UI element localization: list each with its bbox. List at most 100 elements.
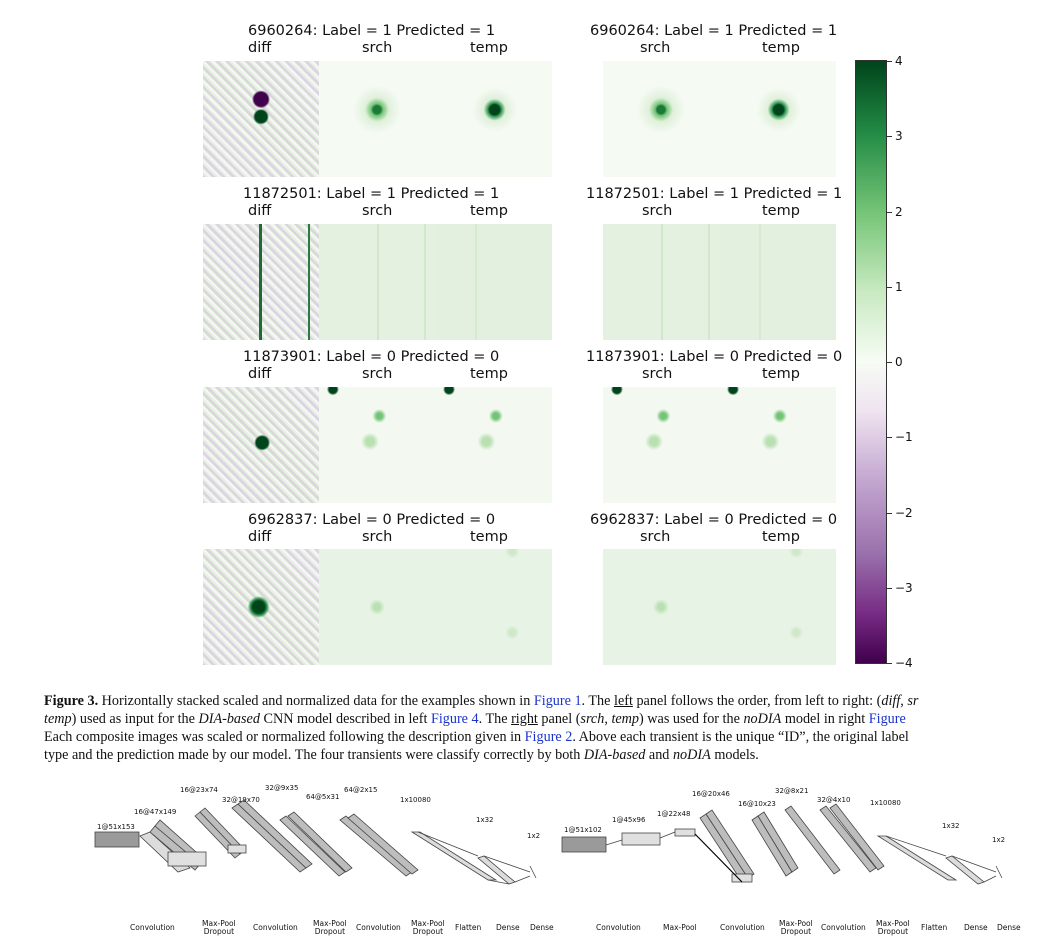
caption-line-2: temp) used as input for the DIA-based CN… bbox=[44, 711, 906, 727]
arch-dim-label: 32@8x21 bbox=[775, 787, 809, 795]
arch-layer-label: Max-Pool Dropout bbox=[779, 919, 813, 936]
arch-dim-label: 1x2 bbox=[992, 836, 1006, 844]
row4-right-srch-label: srch bbox=[640, 529, 671, 545]
colorbar-tick-label: −3 bbox=[895, 581, 913, 595]
arch-layer-label: Convolution bbox=[356, 923, 401, 932]
arch-layer-label: Dense bbox=[530, 923, 554, 932]
arch-dim-label: 1x2 bbox=[527, 832, 541, 840]
arch-dim-label: 1x32 bbox=[942, 822, 960, 830]
arch-layer-label: Dense bbox=[496, 923, 520, 932]
arch-dim-label: 64@2x15 bbox=[344, 786, 378, 794]
arch-dim-label: 16@20x46 bbox=[692, 790, 730, 798]
row2-right-temp-image bbox=[719, 224, 836, 340]
arch-layer-label: Max-Pool bbox=[663, 923, 697, 932]
row4-right-srch-image bbox=[603, 549, 719, 665]
row1-right-title: 6960264: Label = 1 Predicted = 1 bbox=[590, 23, 838, 39]
arch-dim-label: 1@51x153 bbox=[97, 823, 135, 831]
link-figure-1[interactable]: Figure 1 bbox=[533, 693, 582, 709]
arch-dim-label: 32@19x70 bbox=[222, 796, 260, 804]
row4-right-temp-image bbox=[719, 549, 836, 665]
row2-right-srch-image bbox=[603, 224, 719, 340]
row3-right-title: 11873901: Label = 0 Predicted = 0 bbox=[586, 349, 843, 365]
row2-temp-label: temp bbox=[470, 203, 508, 219]
row3-temp-label: temp bbox=[470, 366, 508, 382]
arch-dim-label: 64@5x31 bbox=[306, 793, 340, 801]
caption-line-3: Each composite images was scaled or norm… bbox=[44, 729, 909, 745]
arch-layer-label: Flatten bbox=[455, 923, 482, 932]
row3-diff-label: diff bbox=[248, 366, 272, 382]
row3-srch-label: srch bbox=[362, 366, 393, 382]
arch-layer-label: Convolution bbox=[821, 923, 866, 932]
arch-layer-label: Max-Pool Dropout bbox=[202, 919, 236, 936]
colorbar bbox=[855, 60, 887, 664]
row2-left-title: 11872501: Label = 1 Predicted = 1 bbox=[243, 186, 500, 202]
arch-layer-label: Convolution bbox=[253, 923, 298, 932]
row3-srch-image bbox=[319, 387, 435, 503]
arch-layer-label: Convolution bbox=[720, 923, 765, 932]
arch-dim-label: 1x10080 bbox=[400, 796, 431, 804]
arch-layer-label: Convolution bbox=[596, 923, 641, 932]
row3-right-temp-image bbox=[719, 387, 836, 503]
row1-srch-label: srch bbox=[362, 40, 393, 56]
row4-srch-label: srch bbox=[362, 529, 393, 545]
colorbar-tick-label: −4 bbox=[895, 656, 913, 670]
arch-layer-label: Dense bbox=[997, 923, 1021, 932]
row2-srch-image bbox=[319, 224, 435, 340]
arch-dim-label: 32@4x10 bbox=[817, 796, 851, 804]
arch-dim-label: 16@23x74 bbox=[180, 786, 218, 794]
row1-right-srch-label: srch bbox=[640, 40, 671, 56]
row2-right-title: 11872501: Label = 1 Predicted = 1 bbox=[586, 186, 843, 202]
arch-dim-label: 16@47x149 bbox=[134, 808, 177, 816]
row3-temp-image bbox=[435, 387, 552, 503]
arch-layer-label: Max-Pool Dropout bbox=[876, 919, 910, 936]
link-figure-2[interactable]: Figure 2 bbox=[524, 729, 573, 745]
row3-right-srch-image bbox=[603, 387, 719, 503]
arch-layer-label: Max-Pool Dropout bbox=[313, 919, 347, 936]
arch-dim-label: 1x10080 bbox=[870, 799, 901, 807]
row3-right-srch-label: srch bbox=[642, 366, 673, 382]
row1-temp-label: temp bbox=[470, 40, 508, 56]
colorbar-tick-label: 1 bbox=[895, 280, 903, 294]
row4-diff-label: diff bbox=[248, 529, 272, 545]
row2-right-srch-label: srch bbox=[642, 203, 673, 219]
arch-dim-label: 1@45x96 bbox=[612, 816, 646, 824]
row4-right-temp-label: temp bbox=[762, 529, 800, 545]
colorbar-tick-label: 2 bbox=[895, 205, 903, 219]
caption-line-4: type and the prediction made by our mode… bbox=[44, 747, 759, 763]
colorbar-tick-label: 0 bbox=[895, 355, 903, 369]
row2-diff-label: diff bbox=[248, 203, 272, 219]
arch-dim-label: 1@51x102 bbox=[564, 826, 602, 834]
arch-layer-label: Dense bbox=[964, 923, 988, 932]
row1-srch-image bbox=[319, 61, 435, 177]
row1-left-title: 6960264: Label = 1 Predicted = 1 bbox=[248, 23, 496, 39]
arch-dim-label: 32@9x35 bbox=[265, 784, 299, 792]
figure-caption: Figure 3. Horizontally stacked scaled an… bbox=[44, 692, 1054, 764]
arch-dim-label: 16@10x23 bbox=[738, 800, 776, 808]
arch-layer-label: Flatten bbox=[921, 923, 948, 932]
arch-layer-label: Convolution bbox=[130, 923, 175, 932]
row1-diff-label: diff bbox=[248, 40, 272, 56]
row2-srch-label: srch bbox=[362, 203, 393, 219]
colorbar-tick-label: 4 bbox=[895, 54, 903, 68]
row1-right-temp-image bbox=[719, 61, 836, 177]
row2-right-temp-label: temp bbox=[762, 203, 800, 219]
link-figure-4-left[interactable]: Figure 4 bbox=[430, 711, 479, 727]
colorbar-tick-label: −1 bbox=[895, 430, 913, 444]
row1-right-temp-label: temp bbox=[762, 40, 800, 56]
link-figure-4-right[interactable]: Figure bbox=[868, 711, 906, 727]
row3-right-temp-label: temp bbox=[762, 366, 800, 382]
row1-diff-image bbox=[203, 61, 319, 177]
row4-diff-image bbox=[203, 549, 319, 665]
row1-temp-image bbox=[435, 61, 552, 177]
arch-layer-label: Max-Pool Dropout bbox=[411, 919, 445, 936]
row2-diff-image bbox=[203, 224, 319, 340]
arch-dim-label: 1x32 bbox=[476, 816, 494, 824]
colorbar-tick-label: 3 bbox=[895, 129, 903, 143]
row1-right-srch-image bbox=[603, 61, 719, 177]
row2-temp-image bbox=[435, 224, 552, 340]
colorbar-tick-label: −2 bbox=[895, 506, 913, 520]
row3-left-title: 11873901: Label = 0 Predicted = 0 bbox=[243, 349, 500, 365]
row4-left-title: 6962837: Label = 0 Predicted = 0 bbox=[248, 512, 496, 528]
caption-line-1: Figure 3. Horizontally stacked scaled an… bbox=[44, 693, 919, 709]
row3-diff-image bbox=[203, 387, 319, 503]
